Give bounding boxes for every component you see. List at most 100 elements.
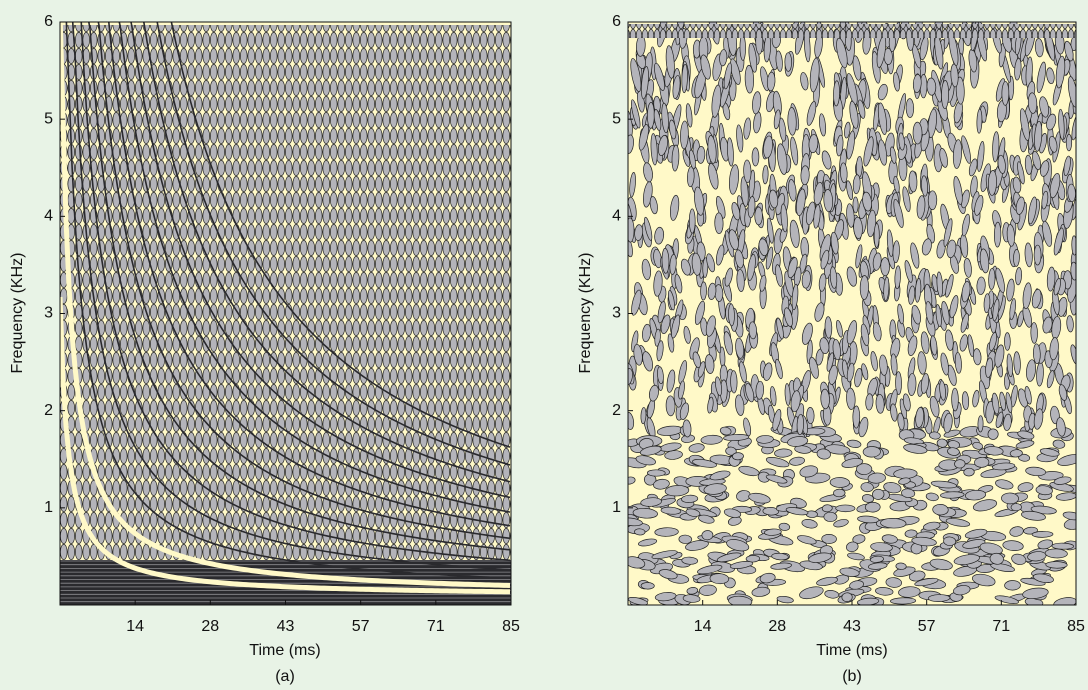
ellipse-texture	[1070, 344, 1076, 365]
ellipse-texture	[670, 194, 680, 221]
ellipse-texture	[703, 483, 727, 495]
ellipse-texture	[734, 249, 744, 269]
ellipse-texture	[1037, 539, 1054, 550]
ellipse-texture	[685, 508, 701, 517]
ellipse-texture	[1027, 92, 1038, 114]
ellipse-texture	[730, 58, 741, 85]
ellipse-texture	[1046, 370, 1055, 389]
y-axis-label: Frequency (KHz)	[9, 253, 26, 374]
ellipse-texture	[870, 555, 884, 563]
tiling	[60, 22, 511, 605]
ellipse-texture	[1019, 108, 1030, 141]
ellipse-texture	[679, 402, 690, 420]
ellipse-texture	[631, 289, 642, 316]
ellipse-texture	[936, 438, 948, 448]
ellipse-texture	[654, 226, 665, 245]
ellipse-texture	[968, 158, 978, 177]
ellipse-texture	[1064, 40, 1074, 62]
ellipse-texture	[872, 322, 882, 342]
ellipse-texture	[641, 258, 651, 281]
ellipse-texture	[1051, 542, 1074, 550]
ellipse-texture	[694, 186, 705, 216]
ellipse-texture	[731, 202, 741, 221]
ellipse-texture	[997, 154, 1006, 174]
ellipse-texture	[643, 162, 653, 183]
ellipse-texture	[765, 474, 788, 484]
ellipse-texture	[993, 221, 1002, 248]
curve	[65, 22, 511, 579]
ellipse-texture	[995, 411, 1004, 429]
ellipse-texture	[1034, 120, 1043, 152]
y-tick-label: 5	[44, 110, 53, 127]
ellipse-texture	[1058, 384, 1068, 401]
ellipse-texture	[939, 380, 946, 401]
ellipse-texture	[1031, 288, 1042, 309]
ellipse-texture	[698, 584, 717, 596]
ellipse-texture	[828, 364, 838, 385]
ellipse-texture	[864, 501, 881, 513]
curve	[142, 22, 511, 483]
ellipse-texture	[785, 507, 809, 516]
ellipse-texture	[1030, 322, 1038, 344]
ellipse-texture	[766, 71, 776, 92]
ellipse-texture	[898, 477, 911, 485]
ellipse-texture	[1024, 386, 1032, 405]
ellipse-texture	[628, 556, 646, 569]
ellipse-texture	[801, 519, 818, 529]
ellipse-texture	[638, 124, 649, 151]
ellipse-texture	[685, 540, 709, 551]
ellipse-texture	[861, 363, 869, 381]
ellipse-texture	[846, 362, 855, 383]
ellipse-texture	[929, 558, 953, 571]
ellipse-texture	[1018, 453, 1031, 462]
ellipse-texture	[824, 590, 840, 599]
ellipse-texture	[766, 217, 774, 244]
ellipse-texture	[736, 268, 745, 293]
ellipse-texture	[1048, 135, 1058, 153]
ellipse-texture	[707, 135, 717, 164]
ellipse-texture	[724, 267, 733, 287]
ellipse-texture	[955, 76, 965, 105]
ellipse-texture	[816, 448, 831, 460]
ellipse-texture	[769, 189, 779, 209]
ellipse-texture	[1015, 196, 1025, 215]
ellipse-texture	[654, 62, 665, 91]
ellipse-texture	[858, 416, 869, 438]
ellipse-texture	[961, 213, 970, 237]
ellipse-texture	[1017, 161, 1025, 185]
ellipse-texture	[862, 446, 881, 458]
ellipse-texture	[946, 239, 957, 259]
ellipse-texture	[723, 508, 742, 518]
ellipse-texture	[856, 597, 880, 605]
ellipse-texture	[964, 528, 988, 539]
ellipse-texture	[691, 252, 702, 276]
ellipse-texture	[688, 443, 705, 453]
ellipse-texture	[730, 370, 738, 394]
ellipse-texture	[833, 488, 846, 498]
ellipse-texture	[890, 597, 917, 605]
ellipse-texture	[976, 276, 986, 295]
ellipse-texture	[1052, 439, 1066, 449]
ellipse-texture	[809, 57, 820, 93]
ellipse-texture	[806, 407, 815, 425]
ellipse-texture	[1040, 160, 1050, 177]
ellipse-texture	[991, 462, 1016, 471]
ellipse-texture	[932, 504, 949, 516]
ellipse-texture	[635, 455, 656, 466]
top-row	[628, 24, 1076, 38]
ellipse-texture	[729, 561, 754, 569]
ellipse-texture	[719, 49, 728, 67]
ellipse-texture	[985, 400, 995, 424]
ellipse-texture	[943, 536, 957, 546]
ellipse-texture	[1049, 337, 1059, 361]
ellipse-texture	[689, 337, 700, 360]
ellipse-texture	[765, 457, 790, 468]
ellipse-texture	[700, 281, 707, 301]
ellipse-texture	[772, 408, 782, 432]
ellipse-texture	[905, 98, 915, 118]
ellipse-texture	[936, 271, 944, 298]
ellipse-texture	[960, 313, 969, 333]
ellipse-texture	[735, 337, 745, 359]
ellipse-texture	[849, 100, 859, 129]
ellipse-texture	[985, 357, 993, 378]
